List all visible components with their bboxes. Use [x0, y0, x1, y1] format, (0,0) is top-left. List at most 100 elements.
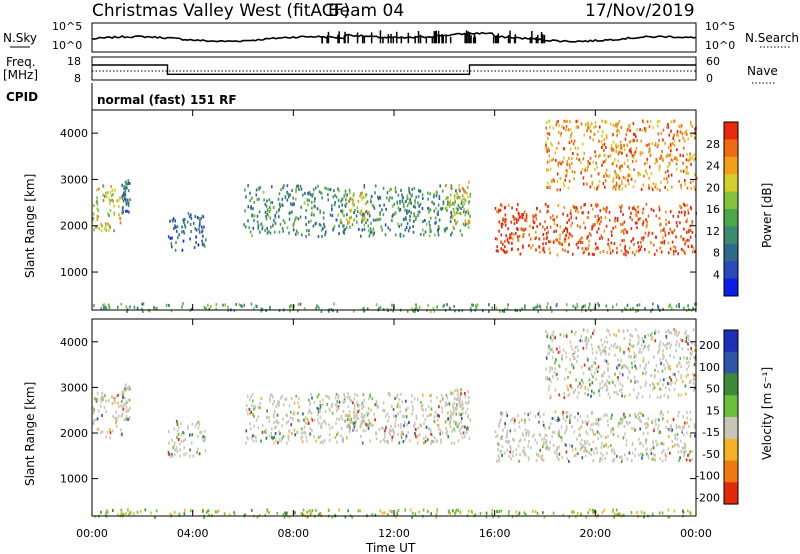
n-search-bar: [540, 32, 543, 44]
velocity-cell: [453, 420, 455, 424]
velocity-cell: [570, 344, 573, 348]
velocity-cell: [548, 384, 551, 388]
power-cell: [394, 188, 397, 192]
velocity-cell: [491, 508, 493, 512]
power-cell: [693, 185, 696, 189]
power-cell: [449, 201, 451, 205]
power-cell: [557, 141, 560, 145]
power-cell: [589, 136, 591, 139]
power-cell: [632, 306, 634, 310]
power-cell: [368, 210, 370, 214]
power-cell: [669, 143, 672, 147]
velocity-cell: [679, 338, 682, 342]
freq-tick-top: 18: [67, 55, 81, 68]
velocity-cell: [433, 415, 436, 419]
velocity-cell: [594, 422, 597, 426]
velocity-cell: [628, 371, 631, 375]
velocity-cell: [559, 333, 562, 337]
velocity-cell: [660, 361, 662, 365]
velocity-cell: [288, 429, 290, 433]
power-cell: [621, 151, 623, 155]
power-cell: [331, 214, 334, 218]
power-cell: [593, 253, 595, 256]
power-cell: [528, 233, 530, 237]
power-cell: [633, 153, 635, 157]
velocity-cell: [198, 452, 201, 456]
velocity-cell: [336, 409, 338, 413]
velocity-cell: [456, 403, 458, 407]
power-cell: [524, 307, 526, 311]
power-cell: [668, 133, 671, 137]
power-cell: [696, 176, 698, 180]
velocity-cell: [115, 410, 117, 414]
velocity-cell: [124, 403, 126, 406]
power-cell: [363, 185, 366, 189]
power-cell: [102, 199, 105, 202]
velocity-cell: [582, 346, 585, 350]
velocity-cell: [124, 396, 126, 400]
velocity-cell: [361, 441, 364, 445]
velocity-cell: [666, 361, 669, 365]
power-cell: [182, 239, 185, 243]
power-cell: [450, 233, 452, 237]
velocity-cell: [593, 510, 595, 514]
power-cell: [441, 189, 444, 193]
cpid-value: normal (fast) 151 RF: [97, 93, 237, 107]
velocity-cell: [565, 351, 567, 355]
power-cell: [100, 222, 103, 226]
power-cell: [612, 249, 614, 253]
velocity-cell: [689, 418, 692, 421]
velocity-cell: [646, 425, 649, 429]
velocity-cell: [680, 450, 682, 453]
power-cell: [278, 230, 281, 234]
noise-panel: N.Sky 10^5 10^0 N.Search 10^5 10^0: [3, 20, 799, 53]
velocity-cell: [687, 364, 690, 368]
velocity-cell: [591, 351, 594, 355]
power-cell: [363, 309, 365, 313]
power-cell: [619, 243, 622, 247]
velocity-cell: [109, 436, 111, 440]
velocity-cell: [657, 424, 660, 428]
power-cell: [325, 230, 327, 234]
power-cell: [612, 179, 614, 183]
velocity-cell: [646, 422, 648, 425]
velocity-cell: [604, 358, 606, 362]
velocity-cell: [399, 410, 402, 414]
power-cell: [247, 184, 249, 188]
velocity-cell: [453, 429, 456, 433]
velocity-cell: [412, 408, 414, 412]
velocity-cell: [183, 508, 186, 512]
velocity-cell: [285, 413, 287, 417]
power-cell: [598, 184, 600, 188]
velocity-cell: [335, 403, 338, 407]
power-cell: [646, 143, 649, 147]
power-cell: [379, 305, 382, 309]
velocity-cell: [245, 429, 248, 433]
power-cell: [402, 196, 404, 199]
power-cell: [667, 123, 669, 126]
power-cell: [395, 190, 397, 194]
power-cell: [609, 247, 611, 251]
power-cell: [615, 124, 617, 128]
power-cell: [675, 156, 677, 160]
colorbar-tick-label: 50: [706, 383, 720, 396]
velocity-cell: [553, 334, 555, 338]
power-cell: [604, 216, 607, 220]
power-cell: [585, 182, 588, 186]
velocity-cell: [620, 366, 623, 370]
velocity-cell: [647, 417, 650, 421]
velocity-cell: [678, 444, 680, 448]
power-cell: [95, 200, 98, 204]
velocity-cell: [597, 345, 600, 349]
velocity-cell: [422, 414, 424, 418]
power-cell: [318, 223, 321, 226]
power-cell: [93, 228, 95, 232]
power-cell: [95, 225, 97, 229]
power-cell: [103, 306, 105, 310]
power-cell: [664, 233, 667, 237]
power-cell: [386, 196, 388, 200]
power-cell: [671, 240, 674, 244]
velocity-cell: [534, 438, 537, 442]
velocity-cell: [317, 410, 320, 414]
power-cell: [122, 199, 125, 203]
